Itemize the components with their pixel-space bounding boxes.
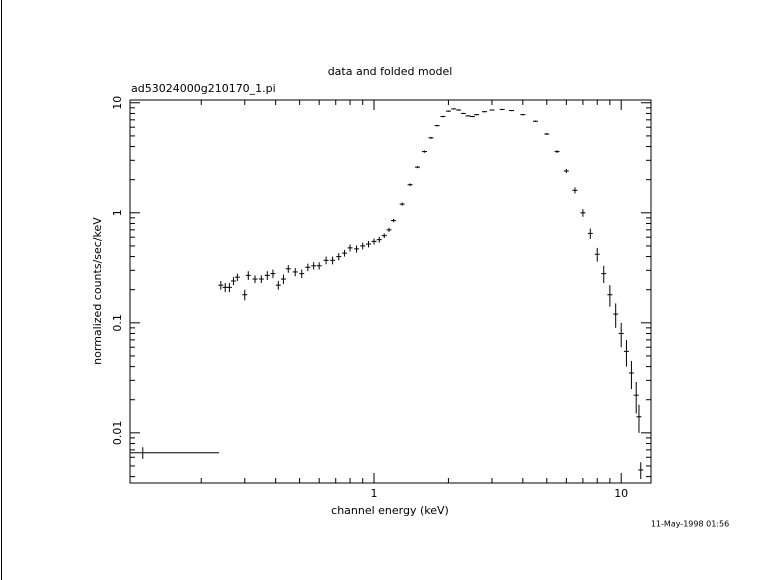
y-axis-label: normalized counts/sec/keV <box>91 217 104 365</box>
y-tick-label: 1 <box>111 209 124 216</box>
x-tick-label: 10 <box>614 487 628 500</box>
timestamp: 11-May-1998 01:56 <box>651 520 729 529</box>
x-tick-label: 1 <box>371 487 378 500</box>
chart-title: data and folded model <box>328 65 453 78</box>
x-axis-label: channel energy (keV) <box>331 504 449 517</box>
y-tick-label: 0.01 <box>111 421 124 446</box>
chart-subtitle: ad53024000g210170_1.pi <box>131 82 276 95</box>
y-tick-label: 0.1 <box>111 314 124 332</box>
plot-frame <box>129 99 652 484</box>
y-tick-label: 10 <box>111 96 124 110</box>
